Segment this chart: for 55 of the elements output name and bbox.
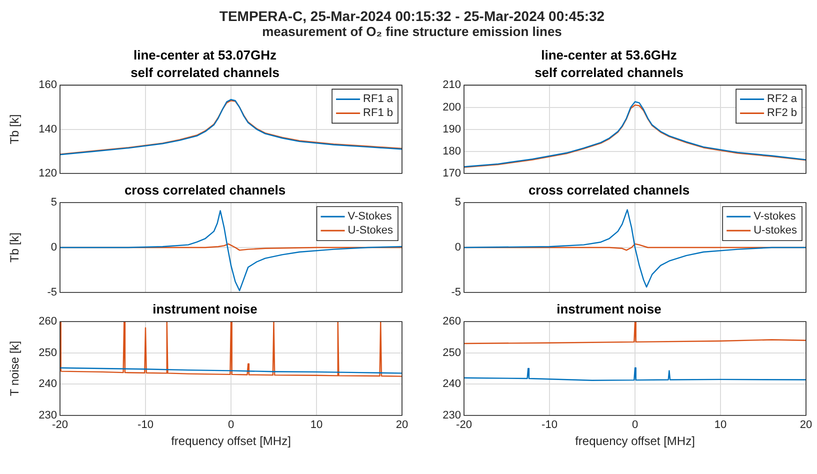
- x-tick-label: 20: [800, 419, 812, 432]
- y-axis-title: Tb [k]: [8, 232, 22, 263]
- y-axis-title: Tb [k]: [8, 114, 22, 144]
- y-tick-label: 260: [442, 316, 461, 328]
- legend-label: U-stokes: [754, 224, 798, 237]
- y-tick-label: 250: [38, 346, 57, 359]
- y-tick-label: 5: [454, 196, 461, 209]
- legend-label: RF2 b: [767, 107, 798, 120]
- chart-title: instrument noise: [152, 301, 258, 316]
- chart-title: line-center at 53.6GHz: [541, 47, 678, 62]
- y-axis-title: T noise [k]: [8, 340, 22, 396]
- y-tick-label: 170: [442, 167, 461, 180]
- x-tick-label: -20: [52, 419, 68, 432]
- chart-title: line-center at 53.07GHz: [133, 47, 278, 62]
- y-tick-label: 230: [38, 409, 57, 422]
- x-tick-label: 10: [310, 419, 323, 432]
- text: TEMPERA-C, 25-Mar-2024 00:15:32 - 25-Mar-2024 00:45:32: [218, 8, 606, 24]
- y-tick-label: 120: [38, 167, 57, 180]
- y-tick-label: 140: [38, 123, 57, 136]
- y-tick-label: 260: [38, 316, 57, 328]
- chart-subtitle: self correlated channels: [534, 64, 684, 80]
- y-tick-label: 240: [38, 378, 57, 390]
- chart-subtitle: self correlated channels: [130, 64, 280, 80]
- y-tick-label: 160: [38, 79, 57, 92]
- legend-label: U-Stokes: [348, 224, 394, 237]
- y-tick-label: 0: [454, 242, 461, 254]
- y-tick-label: 240: [442, 378, 461, 390]
- y-tick-label: 180: [442, 145, 461, 158]
- y-tick-label: 230: [442, 409, 461, 422]
- legend-label: V-stokes: [754, 210, 796, 223]
- legend-label: RF1 b: [363, 107, 394, 120]
- x-tick-label: 10: [714, 419, 727, 432]
- x-axis-title: frequency offset [MHz]: [171, 434, 291, 448]
- x-tick-label: 0: [632, 419, 638, 432]
- legend-label: RF1 a: [363, 93, 394, 106]
- y-tick-label: 190: [442, 123, 461, 136]
- y-tick-label: -5: [451, 286, 461, 298]
- chart-title: instrument noise: [556, 301, 662, 316]
- legend-label: V-Stokes: [348, 210, 392, 223]
- x-tick-label: 0: [228, 419, 234, 432]
- y-tick-label: -5: [47, 286, 57, 298]
- text: measurement of O₂ fine structure emission lines: [261, 24, 563, 39]
- y-tick-label: 250: [442, 346, 461, 359]
- x-tick-label: -10: [138, 419, 154, 432]
- chart-title: cross correlated channels: [528, 182, 690, 198]
- legend-label: RF2 a: [767, 93, 798, 106]
- x-tick-label: -10: [542, 419, 558, 432]
- y-tick-label: 200: [442, 101, 461, 114]
- x-tick-label: -20: [456, 419, 472, 432]
- chart-title: cross correlated channels: [124, 182, 286, 198]
- x-tick-label: 20: [396, 419, 408, 432]
- y-tick-label: 5: [50, 196, 57, 209]
- y-tick-label: 210: [442, 79, 461, 92]
- x-axis-title: frequency offset [MHz]: [575, 434, 695, 448]
- y-tick-label: 0: [50, 242, 57, 254]
